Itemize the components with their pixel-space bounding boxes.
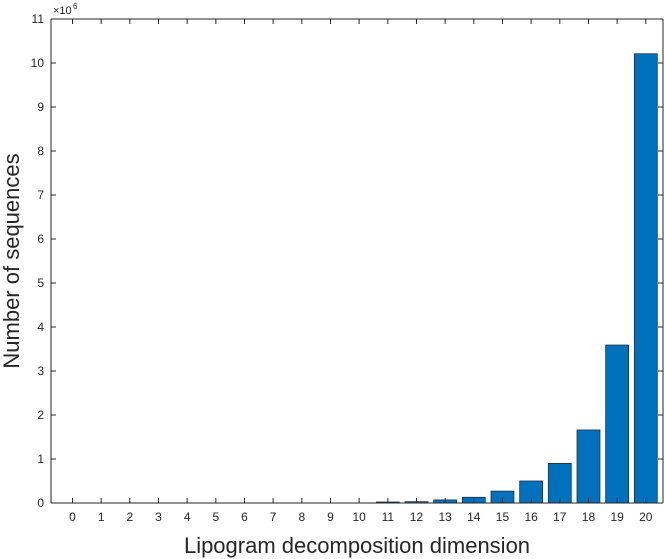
y-ticks-group: 0 1 2 3 4 5 6 7 8 9 10 11 xyxy=(31,12,663,510)
bar-18 xyxy=(576,429,601,504)
x-tick-label: 0 xyxy=(69,510,76,524)
y-tick-label: 5 xyxy=(37,276,44,290)
x-tick-label: 10 xyxy=(352,510,366,524)
y-tick-label: 9 xyxy=(37,100,44,114)
y-tick-label: 4 xyxy=(37,320,44,334)
x-tick-label: 20 xyxy=(639,510,653,524)
y-tick-label: 11 xyxy=(32,12,45,26)
y-exponent-power: 6 xyxy=(73,2,78,11)
y-tick-label: 2 xyxy=(37,408,44,422)
x-tick-label: 5 xyxy=(212,510,219,524)
y-tick-label: 8 xyxy=(37,144,44,158)
x-tick-label: 15 xyxy=(496,510,510,524)
x-tick-label: 4 xyxy=(184,510,191,524)
x-axis-title: Lipogram decomposition dimension xyxy=(184,533,530,558)
x-ticks-group: 0 1 2 3 4 5 6 7 8 9 10 11 12 13 14 15 16 17 18 19 20 xyxy=(69,19,653,524)
x-tick-label: 3 xyxy=(155,510,162,524)
bar-19 xyxy=(605,344,630,504)
y-tick-label: 6 xyxy=(37,232,44,246)
y-tick-label: 1 xyxy=(37,452,44,466)
y-tick-label: 7 xyxy=(37,188,44,202)
y-tick-label: 10 xyxy=(31,56,45,70)
axes-group xyxy=(50,18,664,504)
bars-group xyxy=(375,53,658,504)
x-tick-label: 18 xyxy=(582,510,596,524)
x-tick-label: 2 xyxy=(126,510,133,524)
x-tick-label: 7 xyxy=(270,510,277,524)
y-exponent-base: ×10 xyxy=(53,5,72,17)
y-tick-label: 0 xyxy=(37,496,44,510)
x-tick-label: 17 xyxy=(553,510,567,524)
x-tick-label: 12 xyxy=(410,510,424,524)
x-tick-label: 1 xyxy=(98,510,105,524)
x-tick-label: 13 xyxy=(438,510,452,524)
bar-20 xyxy=(633,53,658,504)
x-tick-label: 16 xyxy=(524,510,538,524)
bar-17 xyxy=(547,462,572,504)
x-tick-label: 14 xyxy=(467,510,481,524)
x-tick-label: 9 xyxy=(327,510,334,524)
y-axis-title: Number of sequences xyxy=(0,153,24,368)
x-tick-label: 8 xyxy=(298,510,305,524)
x-tick-label: 6 xyxy=(241,510,248,524)
x-tick-label: 19 xyxy=(610,510,624,524)
x-tick-label: 11 xyxy=(382,510,395,524)
y-tick-label: 3 xyxy=(37,364,44,378)
